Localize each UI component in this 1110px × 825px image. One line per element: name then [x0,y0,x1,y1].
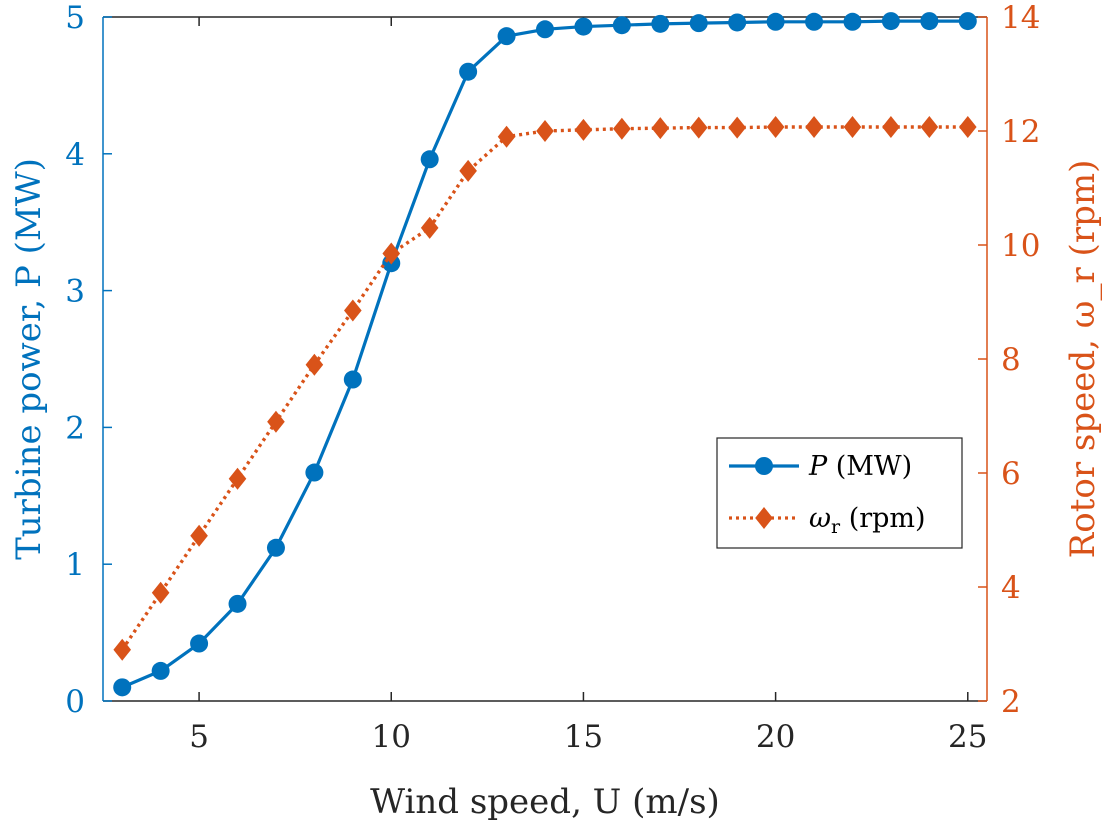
right-y-axis-label: Rotor speed, ω_r (rpm) [1063,160,1103,559]
power-point [420,150,439,169]
rotor-speed-point [190,524,208,547]
power-point [228,594,247,613]
rotor-speed-point [497,125,516,148]
rotor-speed-point [689,116,708,139]
rotor-speed-point [459,159,477,182]
rotor-speed-point [151,581,170,604]
legend-marker [755,507,773,529]
power-point [805,12,824,31]
power-point [343,370,362,389]
rotor-speed-point [113,638,132,661]
power-point [113,678,132,697]
rotor-speed-point [267,410,285,433]
right-y-tick-label: 6 [1001,456,1021,492]
power-point [920,12,939,31]
power-point [612,16,631,35]
rotor-speed-point [305,353,324,376]
power-point [151,661,170,680]
right-y-tick-label: 12 [1001,114,1040,150]
x-tick-label: 20 [756,719,795,755]
left-y-axis-label: Turbine power, P (MW) [9,158,49,560]
power-point [536,20,554,39]
x-tick-label: 10 [372,719,411,755]
legend-marker [755,457,773,475]
rotor-speed-point [536,120,554,142]
legend-label-rotor-speed: ωr (rpm) [809,503,926,538]
rotor-speed-point [382,242,401,265]
left-y-tick-label: 4 [65,137,85,173]
x-axis-label: Wind speed, U (m/s) [370,782,720,822]
power-point [881,12,900,31]
rotor-speed-point [228,467,247,490]
x-tick-label: 5 [189,719,209,755]
right-y-tick-label: 14 [1001,0,1040,36]
power-point [766,12,785,31]
left-y-tick-label: 3 [65,274,85,310]
legend-label-power: P (MW) [808,451,912,482]
power-point [305,463,324,482]
left-y-tick-label: 0 [65,684,85,720]
right-y-tick-label: 8 [1001,342,1021,378]
rotor-speed-point [728,116,746,139]
rotor-speed-point [613,117,631,140]
x-tick-label: 15 [564,719,603,755]
left-y-tick-label: 5 [65,0,85,36]
rotor-speed-point [651,117,670,140]
rotor-speed-point [958,116,977,139]
left-y-tick-label: 1 [65,547,85,583]
rotor-speed-point [574,118,593,141]
legend-box [716,437,963,549]
power-point [459,62,478,81]
rotor-speed-point [766,116,785,139]
power-point [190,634,209,653]
power-point [266,538,285,557]
power-point [574,17,593,36]
rotor-speed-point [344,299,362,322]
series-line-rotor-speed [120,125,968,651]
right-y-tick-label: 2 [1001,684,1021,720]
power-point [843,12,862,31]
right-y-tick-label: 4 [1001,570,1021,606]
x-tick-label: 25 [948,719,987,755]
power-point [958,12,977,31]
rotor-speed-point [882,116,900,139]
right-y-tick-label: 10 [1001,228,1040,264]
power-point [651,14,670,33]
rotor-speed-point [420,216,439,239]
rotor-speed-point [805,116,823,139]
rotor-speed-point [843,116,862,139]
power-point [497,27,516,46]
power-point [689,14,708,33]
left-y-tick-label: 2 [65,410,85,446]
power-point [728,13,747,32]
rotor-speed-point [920,116,939,139]
